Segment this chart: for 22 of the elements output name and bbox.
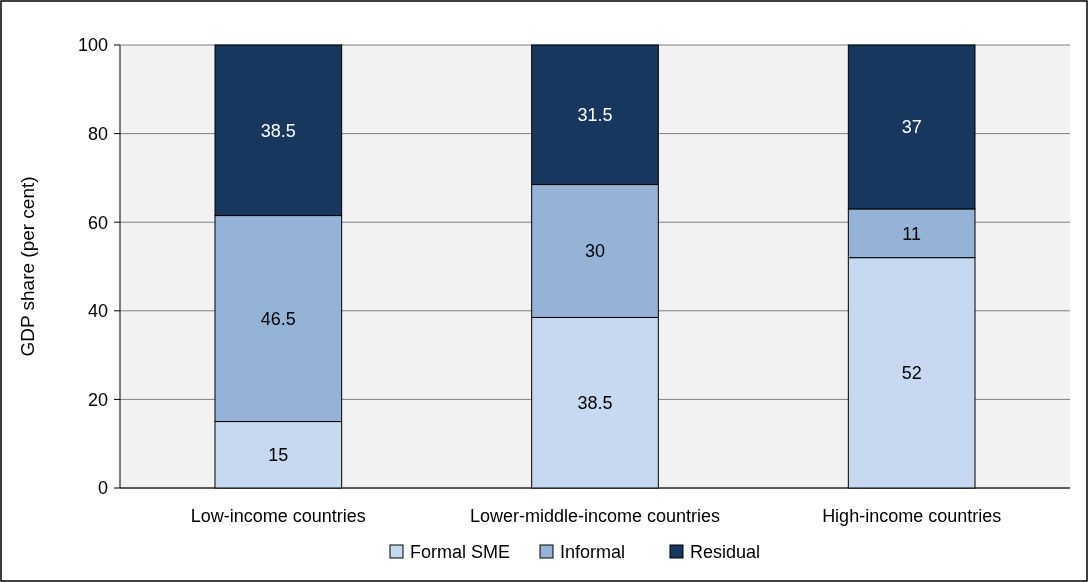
- y-tick-label: 40: [87, 301, 108, 322]
- data-label: 31.5: [577, 105, 613, 126]
- data-label: 15: [268, 445, 289, 466]
- y-tick-label: 60: [87, 212, 108, 233]
- y-axis-title: GDP share (per cent): [17, 176, 38, 357]
- data-label: 46.5: [260, 308, 296, 329]
- y-tick-label: 20: [87, 389, 108, 410]
- legend-label: Residual: [690, 542, 761, 563]
- y-tick-label: 0: [97, 478, 108, 499]
- y-tick-label: 80: [87, 123, 108, 144]
- data-label: 11: [902, 223, 922, 244]
- legend-label: Formal SME: [410, 542, 511, 563]
- data-label: 52: [901, 363, 922, 384]
- legend-label: Informal: [560, 542, 626, 563]
- x-tick-label: High-income countries: [822, 506, 1002, 526]
- data-label: 38.5: [577, 393, 613, 414]
- data-label: 38.5: [260, 120, 296, 141]
- x-tick-label: Low-income countries: [190, 506, 366, 526]
- y-tick-label: 100: [77, 35, 108, 56]
- data-label: 30: [584, 241, 606, 262]
- data-label: 37: [901, 117, 922, 138]
- x-tick-label: Lower-middle-income countries: [469, 506, 721, 526]
